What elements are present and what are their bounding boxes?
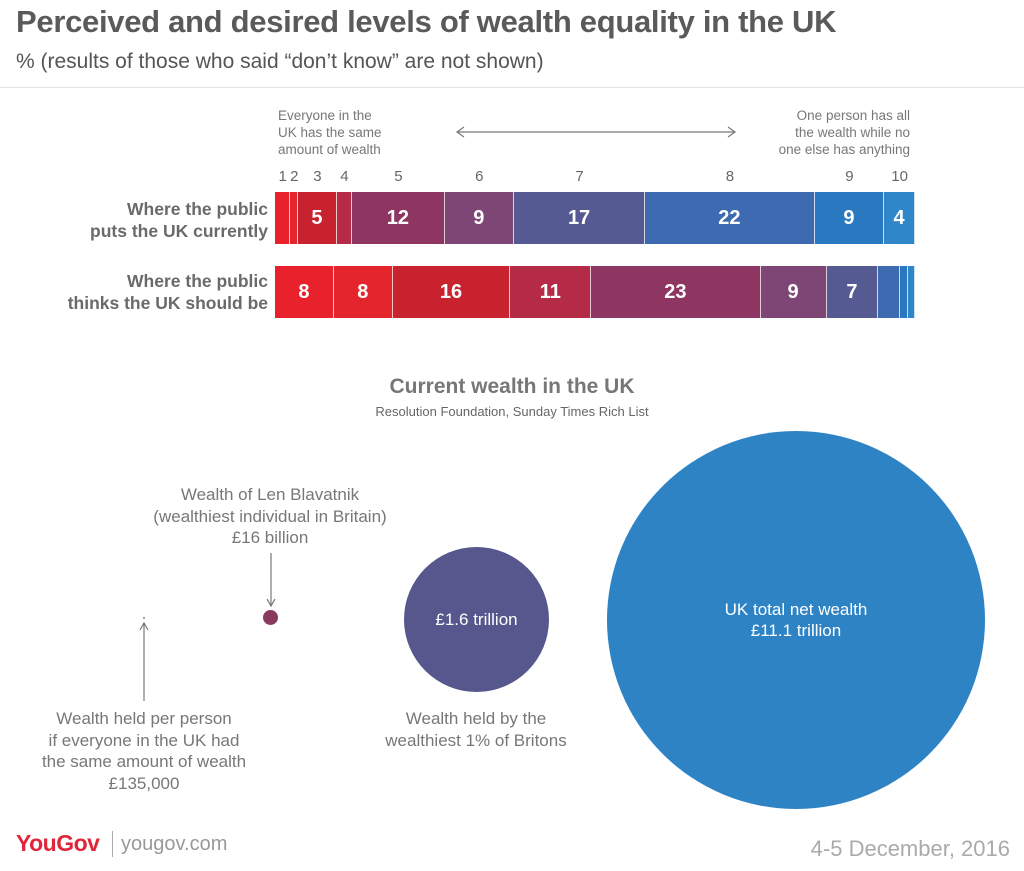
scale-number: 3 <box>313 168 322 185</box>
bubble-section-title: Current wealth in the UK <box>389 375 635 398</box>
caption-line: (wealthiest individual in Britain) <box>153 506 387 526</box>
caption-blavatnik: Wealth of Len Blavatnik (wealthiest indi… <box>140 484 400 549</box>
row-label-line: thinks the UK should be <box>67 293 268 313</box>
bubble-label: £11.1 trillion <box>750 621 842 640</box>
scale-left-line: amount of wealth <box>278 142 381 157</box>
scale-number: 9 <box>845 168 854 185</box>
bar-segment <box>907 266 915 318</box>
scale-number: 2 <box>290 168 299 185</box>
page-title: Perceived and desired levels of wealth e… <box>16 4 837 39</box>
caption-line: wealthiest 1% of Britons <box>385 730 567 750</box>
caption-line: if everyone in the UK had <box>48 730 240 750</box>
caption-line: the same amount of wealth <box>41 752 247 771</box>
bar-segment: 9 <box>444 192 515 244</box>
stacked-bar-should-be: 8 8 16 11 23 9 7 <box>275 266 915 318</box>
caption-line: Wealth held by the <box>405 709 547 728</box>
bar-segment <box>336 192 353 244</box>
footer-divider <box>112 831 113 857</box>
caption-line: Wealth of Len Blavatnik <box>180 485 360 504</box>
bar-segment: 12 <box>352 192 445 244</box>
row-label-current: Where the public puts the UK currently <box>8 198 268 242</box>
page-subtitle: % (results of those who said “don’t know… <box>16 50 544 73</box>
scale-right-note: One person has all the wealth while no o… <box>779 107 910 158</box>
row-label-line: Where the public <box>127 271 268 291</box>
bar-segment: 9 <box>814 192 885 244</box>
scale-right-line: one else has anything <box>778 142 910 157</box>
bar-segment <box>878 266 901 318</box>
scale-left-line: Everyone in the <box>278 108 372 123</box>
bubble-per-person <box>143 617 145 619</box>
arrow-up-icon <box>139 621 149 701</box>
row-label-line: Where the public <box>127 199 268 219</box>
scale-number: 1 <box>278 168 287 185</box>
scale-left-note: Everyone in the UK has the same amount o… <box>278 107 382 158</box>
scale-number: 6 <box>475 168 484 185</box>
bar-segment: 16 <box>392 266 511 318</box>
bar-segment: 23 <box>591 266 761 318</box>
bar-segment: 7 <box>826 266 879 318</box>
bar-segment: 8 <box>333 266 393 318</box>
bar-segment: 11 <box>510 266 592 318</box>
scale-number: 7 <box>575 168 584 185</box>
row-label-line: puts the UK currently <box>90 221 268 241</box>
scale-left-line: UK has the same <box>278 125 382 140</box>
stacked-bar-current: 5 12 9 17 22 9 4 <box>275 192 915 244</box>
bubble-label: UK total net wealth <box>724 600 868 619</box>
bar-segment: 5 <box>298 192 337 244</box>
scale-right-line: the wealth while no <box>795 125 910 140</box>
scale-number: 5 <box>394 168 403 185</box>
bar-segment <box>900 266 908 318</box>
scale-double-arrow <box>455 126 737 138</box>
scale-number: 4 <box>340 168 349 185</box>
footer-date: 4-5 December, 2016 <box>810 836 1010 861</box>
scale-number: 8 <box>725 168 735 185</box>
caption-line: £135,000 <box>108 773 180 793</box>
caption-line: Wealth held per person <box>56 709 232 728</box>
bar-segment: 8 <box>275 266 334 318</box>
header-divider <box>0 87 1024 88</box>
bar-segment: 22 <box>645 192 815 244</box>
footer-site[interactable]: yougov.com <box>121 833 228 855</box>
scale-number: 10 <box>891 168 908 185</box>
bar-segment <box>275 192 291 244</box>
row-label-should-be: Where the public thinks the UK should be <box>8 270 268 314</box>
bubble-section-source: Resolution Foundation, Sunday Times Rich… <box>375 404 649 419</box>
arrow-down-icon <box>266 553 276 608</box>
yougov-logo: YouGov <box>16 830 100 856</box>
bar-segment: 9 <box>760 266 827 318</box>
bubble-top-1-percent: £1.6 trillion <box>404 547 549 692</box>
bar-segment <box>290 192 299 244</box>
bubble-label: £1.6 trillion <box>435 609 518 629</box>
bar-segment: 4 <box>884 192 915 244</box>
caption-per-person: Wealth held per person if everyone in th… <box>14 708 274 794</box>
caption-line: £16 billion <box>231 528 309 547</box>
scale-right-line: One person has all <box>796 108 910 123</box>
bar-segment: 17 <box>514 192 646 244</box>
bubble-uk-total: UK total net wealth £11.1 trillion <box>607 431 985 809</box>
caption-top-1-percent: Wealth held by the wealthiest 1% of Brit… <box>346 708 606 751</box>
bubble-blavatnik <box>263 610 278 625</box>
